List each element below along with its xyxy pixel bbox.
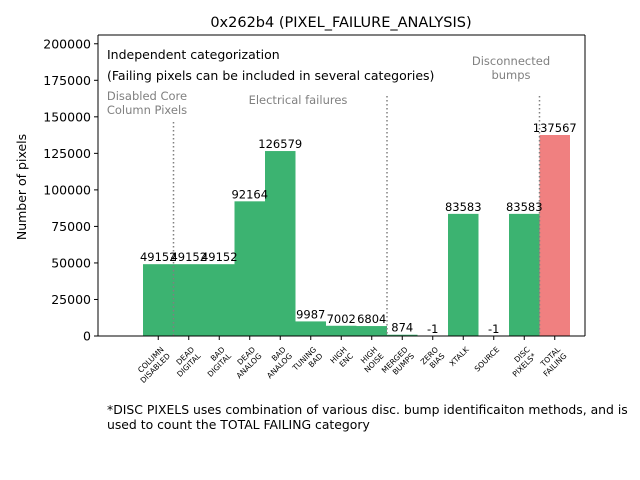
bar-10 (448, 213, 479, 336)
x-tick-label-13: TOTALFAILING (535, 345, 569, 379)
bar-value-label-0: 49152 (140, 250, 177, 264)
bar-5 (295, 321, 326, 336)
bar-value-label-4: 126579 (258, 137, 302, 151)
x-tick-label-11: SOURCE (473, 345, 502, 374)
bar-6 (326, 325, 357, 336)
x-tick-label-12: DISCPIXELS* (504, 345, 538, 379)
y-tick-label-3: 75000 (51, 219, 91, 234)
chart-title: 0x262b4 (PIXEL_FAILURE_ANALYSIS) (210, 15, 471, 31)
y-tick-label-1: 25000 (51, 292, 91, 307)
bar-value-label-9: -1 (427, 322, 438, 336)
group-label-2: Disconnected bumps (472, 54, 550, 82)
x-tick-label-3: DEADANALOG (228, 345, 263, 380)
bar-8 (387, 334, 418, 336)
x-tick-label-5: TUNINGBAD (290, 345, 325, 380)
bar-value-label-3: 92164 (231, 187, 268, 201)
bar-value-label-1: 49152 (170, 250, 207, 264)
y-tick-label-6: 150000 (43, 109, 91, 124)
x-tick-label-2: BADDIGITAL (199, 345, 233, 379)
bar-value-label-11: -1 (488, 322, 499, 336)
bar-value-label-6: 7002 (327, 312, 356, 326)
bar-12 (509, 213, 540, 336)
bar-value-label-10: 83583 (445, 200, 482, 214)
y-tick-label-0: 0 (83, 329, 91, 344)
y-axis-label: Number of pixels (14, 134, 29, 240)
y-tick-label-8: 200000 (43, 36, 91, 51)
group-label-1: Electrical failures (249, 93, 348, 107)
bar-1 (173, 264, 204, 336)
footnote: *DISC PIXELS uses combination of various… (107, 402, 628, 432)
bar-3 (234, 201, 265, 336)
y-tick-label-2: 50000 (51, 255, 91, 270)
x-tick-label-10: XTALK (448, 344, 472, 368)
bar-0 (143, 264, 174, 336)
bar-value-label-13: 137567 (533, 121, 577, 135)
bar-4 (265, 151, 296, 336)
group-label-0: Disabled Core Column Pixels (107, 89, 187, 117)
bar-value-label-7: 6804 (357, 312, 386, 326)
bar-value-label-12: 83583 (506, 200, 543, 214)
legend-text-line-2: (Failing pixels can be included in sever… (107, 68, 434, 83)
y-tick-label-4: 100000 (43, 182, 91, 197)
y-tick-label-7: 175000 (43, 73, 91, 88)
x-tick-label-1: DEADDIGITAL (169, 345, 203, 379)
x-tick-label-0: COLUMNDISABLED (132, 345, 172, 385)
x-tick-label-6: HIGHENC (328, 345, 355, 372)
legend-text-line-1: Independent categorization (107, 47, 280, 62)
bar-value-label-2: 49152 (201, 250, 238, 264)
bar-2 (204, 264, 235, 336)
bar-value-label-5: 9987 (296, 307, 325, 321)
x-tick-label-4: BADANALOG (259, 345, 294, 380)
x-tick-label-9: ZEROBIAS (419, 345, 447, 373)
y-tick-label-5: 125000 (43, 146, 91, 161)
bar-13 (539, 134, 570, 336)
x-tick-label-8: MERGEDBUMPS (380, 345, 416, 381)
bar-value-label-8: 874 (391, 321, 413, 335)
bar-7 (356, 326, 387, 336)
